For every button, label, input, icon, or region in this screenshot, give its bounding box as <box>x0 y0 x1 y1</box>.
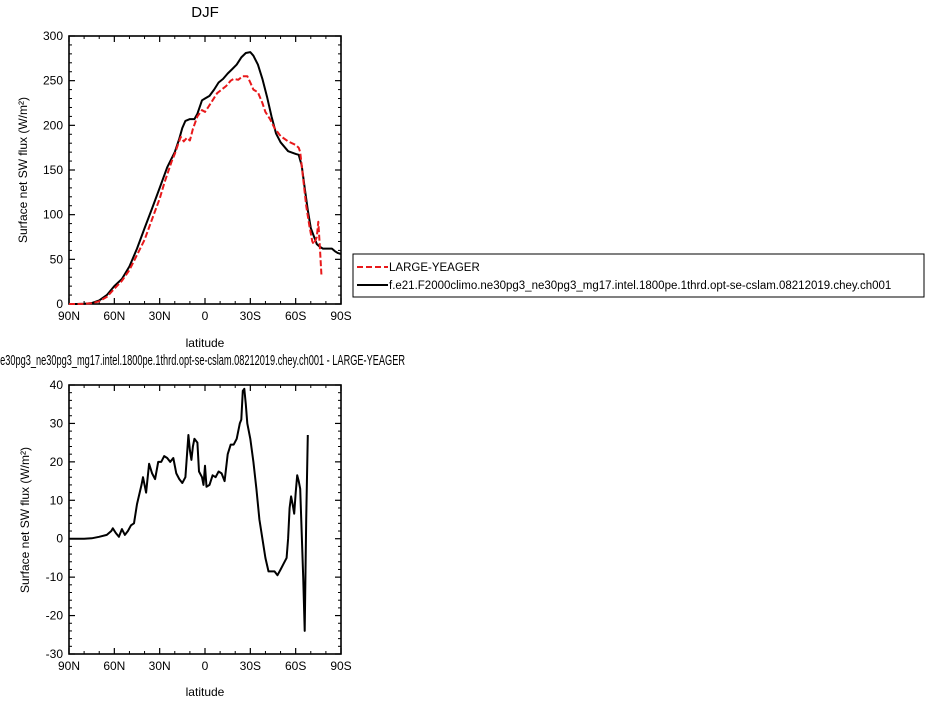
top-x-tick-label: 30S <box>240 309 261 323</box>
top-x-tick-label: 90S <box>330 309 351 323</box>
bottom-x-tick-label: 90N <box>58 659 80 673</box>
top-x-tick-label: 60S <box>285 309 306 323</box>
top-y-axis-label: Surface net SW flux (W/m²) <box>16 97 30 243</box>
top-x-tick-label: 90N <box>58 309 80 323</box>
bottom-y-tick-label: -10 <box>46 570 64 584</box>
bottom-y-tick-label: -30 <box>46 647 64 661</box>
top-chart: DJF 0 50 100 150 200 250 300 90N 60N 30N 0 30S 60S 9… <box>16 4 352 350</box>
bottom-series-line-0 <box>69 387 309 632</box>
top-plot-frame <box>68 35 342 305</box>
top-y-tick-label: 150 <box>43 163 63 177</box>
bottom-y-tick-label: 20 <box>50 455 64 469</box>
top-series-line-0 <box>69 75 323 305</box>
top-y-tick-label: 300 <box>43 29 63 43</box>
bottom-y-tick-label: 40 <box>50 378 64 392</box>
bottom-x-tick-label: 60S <box>285 659 306 673</box>
bottom-y-tick-label: 10 <box>50 493 64 507</box>
legend-box <box>352 253 925 298</box>
top-series-line-1 <box>69 51 342 305</box>
bottom-y-tick-label: 0 <box>56 532 63 546</box>
bottom-chart-title: ne30pg3_ne30pg3_mg17.intel.1800pe.1thrd.… <box>0 352 405 369</box>
top-y-tick-label: 0 <box>56 297 63 311</box>
bottom-chart: ne30pg3_ne30pg3_mg17.intel.1800pe.1thrd.… <box>0 352 405 699</box>
legend: LARGE-YEAGER f.e21.F2000climo.ne30pg3_ne… <box>352 253 925 298</box>
bottom-x-tick-label: 0 <box>202 659 209 673</box>
bottom-y-tick-label: -20 <box>46 609 64 623</box>
top-chart-title: DJF <box>191 4 219 21</box>
top-x-tick-label: 30N <box>149 309 171 323</box>
top-x-axis-label: latitude <box>186 336 225 350</box>
top-y-tick-label: 200 <box>43 118 63 132</box>
bottom-x-tick-label: 60N <box>103 659 125 673</box>
bottom-x-axis-label: latitude <box>186 685 225 699</box>
bottom-x-tick-label: 90S <box>330 659 351 673</box>
legend-label-model: f.e21.F2000climo.ne30pg3_ne30pg3_mg17.in… <box>389 280 891 292</box>
bottom-y-tick-label: 30 <box>50 416 64 430</box>
top-x-tick-label: 60N <box>103 309 125 323</box>
bottom-y-axis-label: Surface net SW flux (W/m²) <box>18 447 32 593</box>
top-y-tick-label: 250 <box>43 74 63 88</box>
bottom-plot-frame <box>68 384 342 655</box>
top-x-tick-label: 0 <box>202 309 209 323</box>
legend-label-large-yeager: LARGE-YEAGER <box>389 262 480 274</box>
bottom-x-tick-label: 30S <box>240 659 261 673</box>
top-y-tick-label: 100 <box>43 208 63 222</box>
top-y-tick-label: 50 <box>50 252 64 266</box>
bottom-x-tick-label: 30N <box>149 659 171 673</box>
